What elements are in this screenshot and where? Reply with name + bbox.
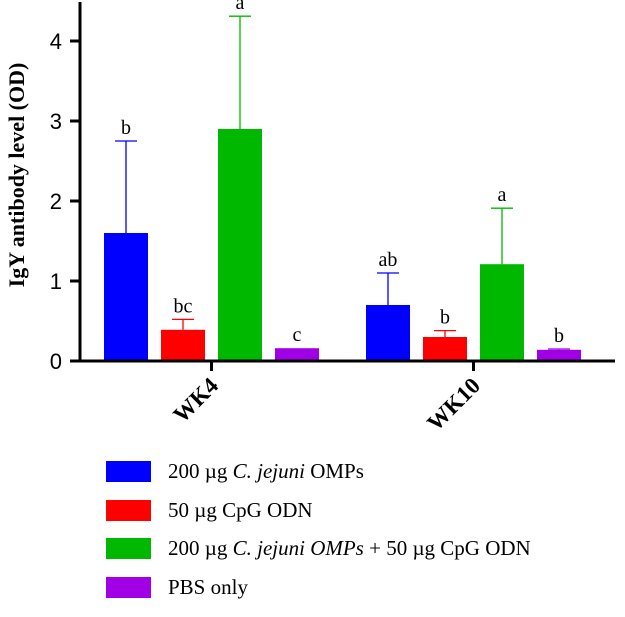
significance-label: ab xyxy=(379,249,398,271)
legend-swatch-green xyxy=(106,538,151,560)
legend-item-cpg: 50 µg CpG ODN xyxy=(106,497,531,522)
legend-swatch-purple xyxy=(106,577,151,599)
significance-label: bc xyxy=(174,295,193,317)
bar xyxy=(218,129,262,361)
bar xyxy=(161,329,205,361)
legend-swatch-blue xyxy=(106,461,151,482)
legend-label: PBS only xyxy=(168,575,248,600)
y-axis-label: IgY antibody level (OD) xyxy=(4,63,29,288)
bar xyxy=(423,337,467,361)
legend-item-omps: 200 µg C. jejuni OMPs xyxy=(106,459,531,483)
legend: 200 µg C. jejuni OMPs 50 µg CpG ODN 200 … xyxy=(106,459,531,615)
bar xyxy=(366,305,410,361)
legend-label: 50 µg CpG ODN xyxy=(168,497,313,522)
significance-label: b xyxy=(554,325,564,347)
y-tick-label: 0 xyxy=(50,349,62,374)
y-tick-label: 4 xyxy=(50,29,62,54)
bar xyxy=(537,349,581,361)
y-tick-label: 2 xyxy=(50,189,62,214)
legend-item-omps-cpg: 200 µg C. jejuni OMPs + 50 µg CpG ODN xyxy=(106,536,531,561)
legend-swatch-red xyxy=(106,499,151,521)
significance-label: b xyxy=(121,117,131,139)
y-tick-label: 3 xyxy=(50,109,62,134)
bar xyxy=(104,233,148,361)
bar xyxy=(480,264,524,361)
y-tick-label: 1 xyxy=(50,269,62,294)
x-tick-label: WK10 xyxy=(422,373,485,436)
legend-item-pbs: PBS only xyxy=(106,575,531,600)
significance-label: a xyxy=(236,0,245,14)
bar xyxy=(275,348,319,361)
legend-label: 200 µg C. jejuni OMPs xyxy=(168,459,364,483)
significance-label: b xyxy=(440,307,450,329)
x-tick-label: WK4 xyxy=(168,373,223,428)
significance-label: c xyxy=(293,324,302,346)
significance-label: a xyxy=(498,184,507,206)
legend-label: 200 µg C. jejuni OMPs + 50 µg CpG ODN xyxy=(168,536,531,561)
